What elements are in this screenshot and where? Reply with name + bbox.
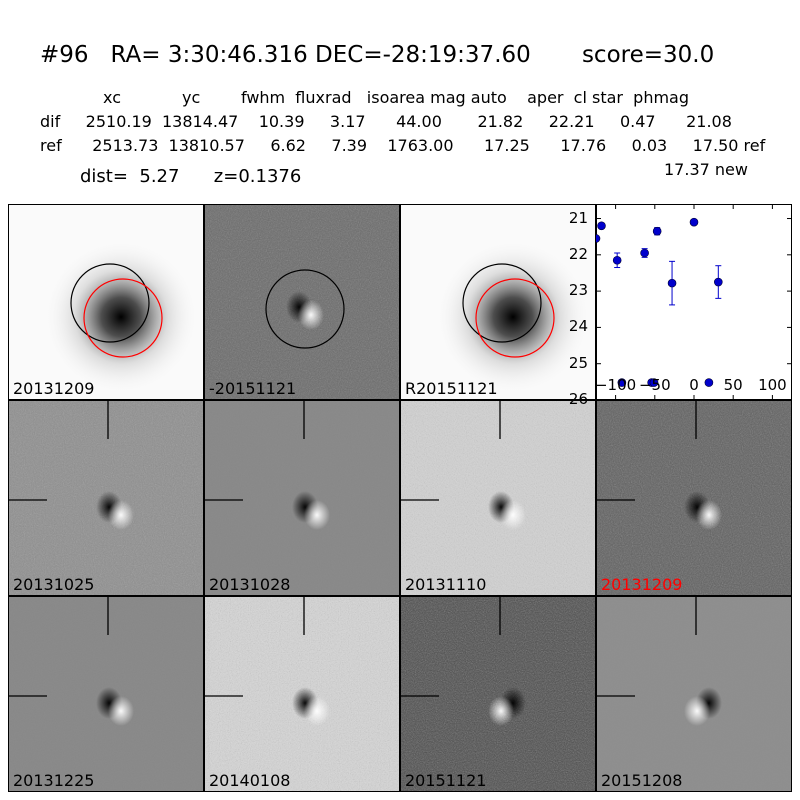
galaxy-image [43,239,199,395]
stamp-panel: 20131209 [8,204,204,400]
dipole-positive [298,300,324,330]
data-point [704,378,714,387]
panel-date-label: R20151121 [405,379,498,398]
data-point [714,277,723,287]
new-row: 17.37 new [664,160,748,179]
stamp-panel: -20151121 [204,204,400,400]
x-tick-label: −100 [594,376,637,394]
panel-date-label: 20140108 [209,771,291,790]
stamp-panel: 20151208 [596,596,792,792]
candidate-circle [83,278,163,358]
stamp-panel: 20140108 [204,596,400,792]
page-title: #96 RA= 3:30:46.316 DEC=-28:19:37.60 sco… [40,42,715,68]
stamp-panel: 20131209 [596,400,792,596]
data-point [640,248,649,258]
panel-date-label: 20131028 [209,575,291,594]
data-point [689,217,699,227]
ref-circle [70,263,150,343]
stamp-panel: 20131028 [204,400,400,596]
data-point [652,226,662,236]
data-point [667,278,677,288]
y-tick-label: 21 [568,208,588,227]
light-curve-chart [596,204,792,400]
dipole-positive [108,696,134,726]
stamp-panel: 20131025 [8,400,204,596]
dipole-positive [500,500,526,530]
y-tick-label: 25 [568,353,588,372]
panel-date-label: 20131225 [13,771,95,790]
y-tick-label: 24 [568,317,588,336]
ref-circle [462,263,542,343]
data-point [612,255,622,265]
noise-texture [597,597,792,792]
x-tick-label: 50 [723,376,743,394]
stamp-panel: 20131110 [400,400,596,596]
dist-row: dist= 5.27 z=0.1376 [80,166,302,187]
panel-date-label: -20151121 [209,379,297,398]
ref-row: ref 2513.73 13810.57 6.62 7.39 1763.00 1… [40,136,766,155]
y-tick-label: 23 [568,281,588,300]
panel-date-label: 20131110 [405,575,487,594]
dipole-positive [108,500,134,530]
x-tick-label: −50 [638,376,671,394]
dipole-positive [488,696,514,726]
stamp-panel: 20131225 [8,596,204,792]
panel-date-label: 20131025 [13,575,95,594]
plot-frame [596,204,792,400]
candidate-circle [475,278,555,358]
y-tick-label: 22 [568,244,588,263]
galaxy-image [435,239,591,395]
noise-texture [401,597,595,791]
y-tick-label: 26 [568,390,588,408]
stamp-panel: R20151121 [400,204,596,400]
panel-date-label: 20151121 [405,771,487,790]
x-tick-label: 100 [758,376,787,394]
dipole-positive [696,500,722,530]
x-tick-label: 0 [689,376,699,394]
dipole-positive [304,696,330,726]
data-point [596,234,601,243]
stamp-panel: 20151121 [400,596,596,792]
panel-date-label: 20131209 [13,379,95,398]
ref-circle [265,269,345,349]
dif-row: dif 2510.19 13814.47 10.39 3.17 44.00 21… [40,112,732,131]
dipole-positive [684,696,710,726]
data-point [649,378,659,387]
data-point [617,378,627,387]
data-point [597,221,606,231]
column-headers: xc yc fwhm fluxrad isoarea mag auto aper… [103,88,689,107]
panel-date-label: 20131209 [601,575,683,594]
dipole-positive [304,500,330,530]
panel-date-label: 20151208 [601,771,683,790]
